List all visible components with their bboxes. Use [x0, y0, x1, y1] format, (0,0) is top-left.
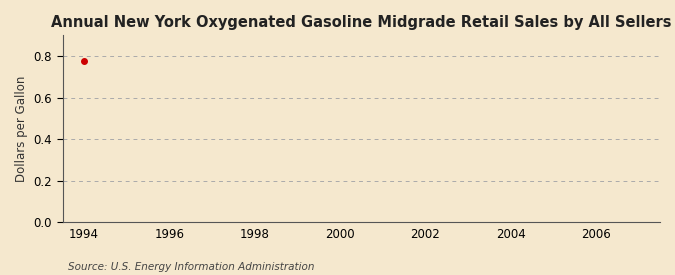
Text: Source: U.S. Energy Information Administration: Source: U.S. Energy Information Administ…: [68, 262, 314, 272]
Title: Annual New York Oxygenated Gasoline Midgrade Retail Sales by All Sellers: Annual New York Oxygenated Gasoline Midg…: [51, 15, 672, 30]
Y-axis label: Dollars per Gallon: Dollars per Gallon: [15, 76, 28, 182]
